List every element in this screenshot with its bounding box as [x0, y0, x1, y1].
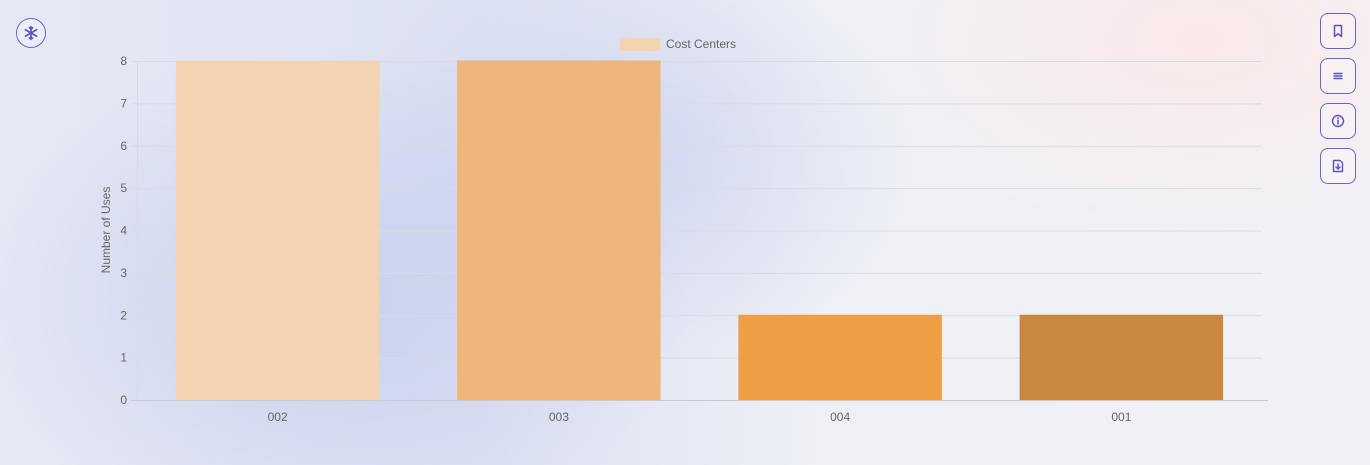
chart-legend[interactable]: Cost Centers	[620, 37, 736, 51]
y-tick-label: 3	[120, 266, 127, 280]
download-button[interactable]	[1320, 148, 1356, 184]
y-tick-label: 1	[120, 351, 127, 365]
info-button[interactable]	[1320, 103, 1356, 139]
legend-label: Cost Centers	[666, 37, 737, 51]
bookmark-button[interactable]	[1320, 13, 1356, 49]
y-tick-label: 2	[120, 308, 127, 322]
x-tick-label: 003	[549, 410, 569, 424]
snowflake-icon	[24, 25, 38, 41]
logo-button[interactable]	[16, 18, 46, 48]
y-tick-label: 7	[120, 96, 127, 110]
bar-003[interactable]	[457, 60, 661, 401]
x-tick-label: 002	[268, 410, 288, 424]
y-tick-label: 8	[120, 54, 127, 68]
y-tick-label: 0	[120, 393, 127, 407]
y-tick-label: 4	[120, 224, 127, 238]
menu-button[interactable]	[1320, 58, 1356, 94]
y-tick-label: 6	[120, 139, 127, 153]
download-icon	[1332, 159, 1344, 173]
y-axis-title: Number of Uses	[99, 187, 113, 274]
bookmark-icon	[1333, 24, 1343, 38]
x-tick-label: 001	[1111, 410, 1131, 424]
info-icon	[1331, 114, 1345, 128]
x-tick-label: 004	[830, 410, 850, 424]
bar-001[interactable]	[1019, 314, 1224, 401]
menu-icon	[1333, 72, 1343, 80]
legend-swatch	[620, 37, 660, 51]
bar-004[interactable]	[738, 314, 942, 401]
bar-002[interactable]	[175, 60, 380, 401]
y-tick-label: 5	[120, 181, 127, 195]
